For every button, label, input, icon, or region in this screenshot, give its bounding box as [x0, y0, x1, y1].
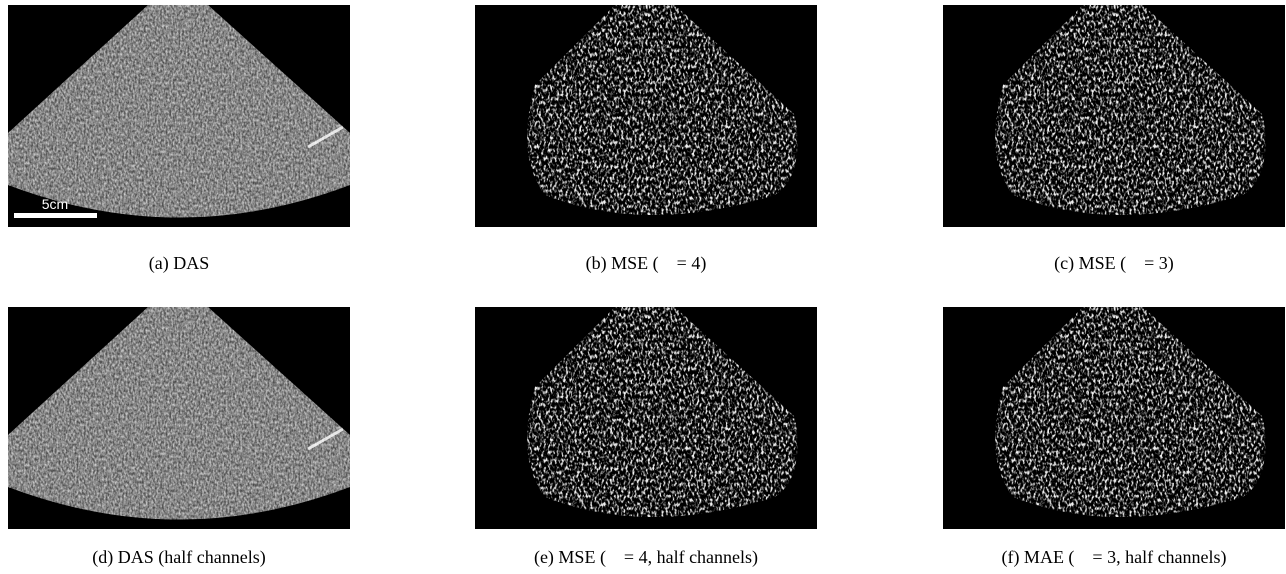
figure: 5cm (a) DAS (b) MSE ( = 4) (c) MSE ( = 3… [0, 0, 1286, 574]
ultrasound-image [475, 5, 817, 227]
ultrasound-image [943, 307, 1285, 529]
caption: (e) MSE ( = 4, half channels) [534, 547, 758, 568]
scale-bar-label: 5cm [42, 196, 68, 212]
scale-bar-line [14, 213, 97, 218]
page: 5cm (a) DAS (b) MSE ( = 4) (c) MSE ( = 3… [0, 0, 1286, 574]
caption: (b) MSE ( = 4) [586, 253, 707, 274]
ultrasound-image [8, 307, 350, 529]
caption: (a) DAS [149, 253, 210, 274]
ultrasound-image [475, 307, 817, 529]
caption: (f) MAE ( = 3, half channels) [1001, 547, 1226, 568]
caption: (c) MSE ( = 3) [1054, 253, 1174, 274]
ultrasound-image [8, 5, 350, 227]
ultrasound-image [943, 5, 1285, 227]
caption: (d) DAS (half channels) [92, 547, 265, 568]
